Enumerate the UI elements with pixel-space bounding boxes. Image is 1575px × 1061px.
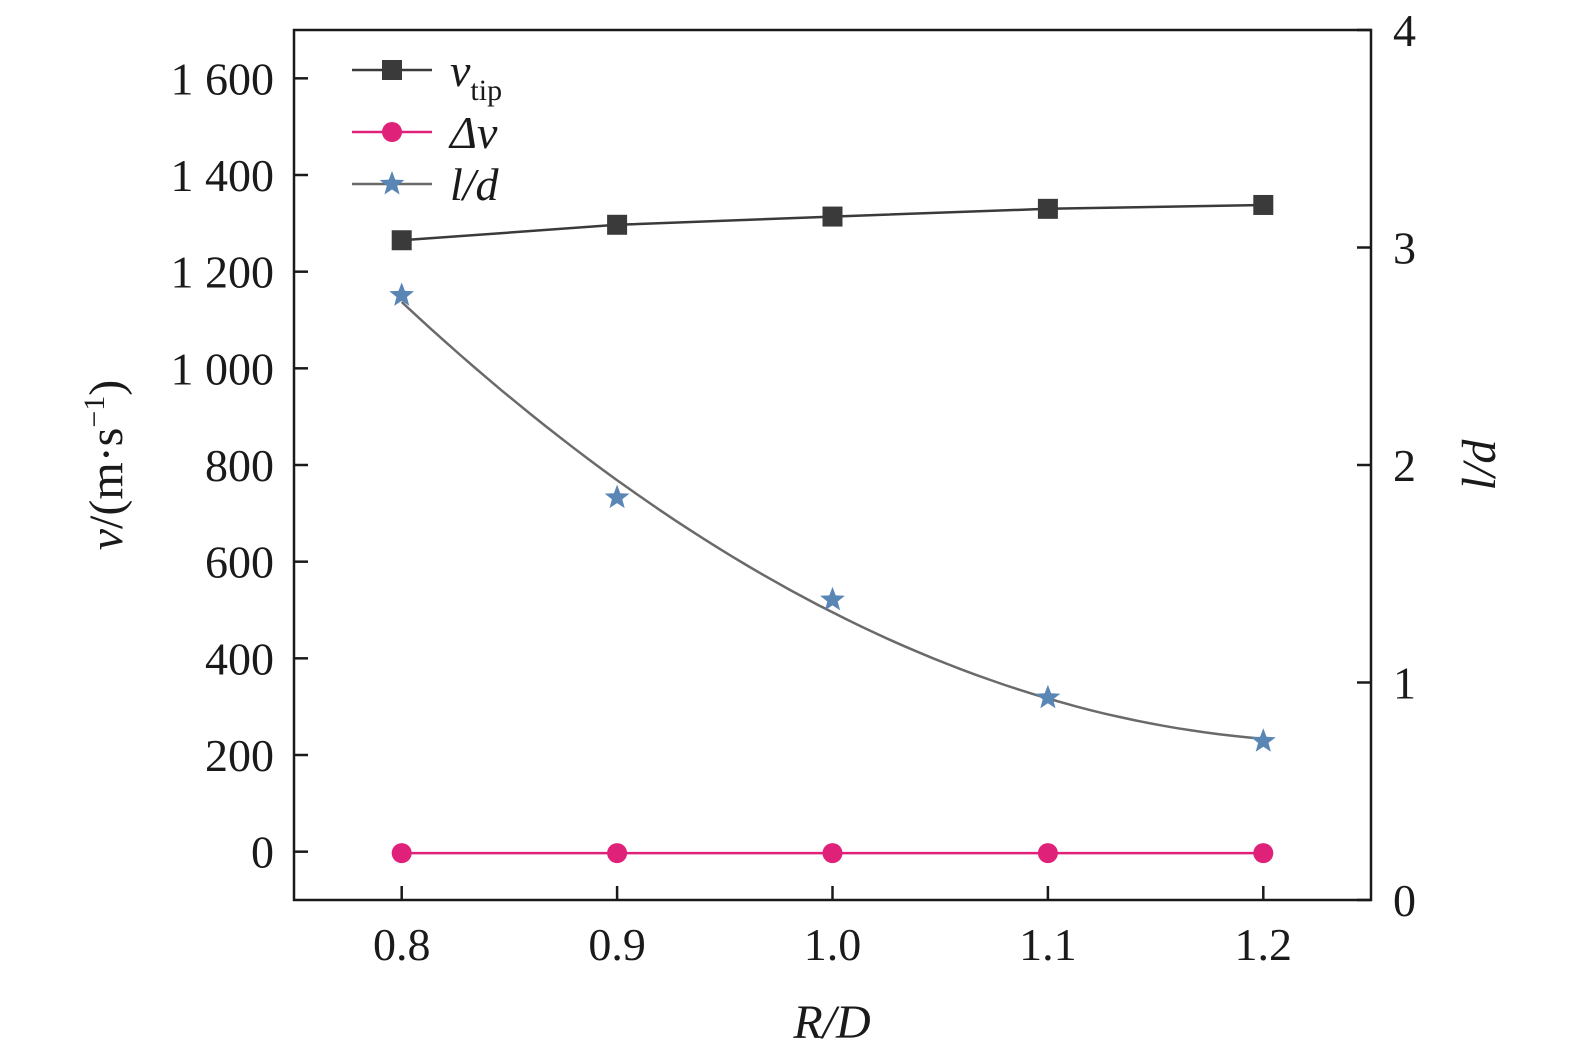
left-axis-unit: /(m·s <box>80 428 133 529</box>
series-1-point <box>1253 843 1274 864</box>
left-axis-title: v/(m·s−1) <box>78 380 133 551</box>
series-lines <box>400 203 1264 855</box>
series-0-point <box>607 214 628 235</box>
series-marks <box>389 194 1276 864</box>
right-axis-title: l/d <box>1453 439 1506 491</box>
left-axis-unit-close: ) <box>80 380 133 396</box>
x-axis-title: R/D <box>792 996 870 1049</box>
series-0-point <box>1253 194 1274 215</box>
left-y-tick-label: 1 200 <box>171 247 275 298</box>
series-2-point <box>1250 728 1276 752</box>
x-tick-label: 1.0 <box>804 919 862 970</box>
left-y-tick-label: 1 400 <box>171 150 275 201</box>
legend-label-2: l/d <box>450 159 500 210</box>
series-1-point <box>607 843 628 864</box>
legend-label-1: Δv <box>448 107 498 158</box>
left-y-tick-label: 0 <box>251 827 274 878</box>
right-y-tick-label: 1 <box>1393 658 1416 709</box>
series-2-point <box>604 484 630 509</box>
left-y-tick-label: 800 <box>205 440 274 491</box>
left-y-tick-label: 400 <box>205 633 274 684</box>
left-y-tick-label: 1 600 <box>171 53 275 104</box>
right-y-tick-label: 2 <box>1393 440 1416 491</box>
series-2-point <box>820 586 845 611</box>
series-line-2 <box>400 301 1264 740</box>
series-2-point <box>1035 684 1061 709</box>
legend-label-0: vtip <box>450 45 502 107</box>
right-y-tick-label: 3 <box>1393 223 1416 274</box>
x-tick-label: 1.1 <box>1019 919 1077 970</box>
x-tick-label: 1.2 <box>1235 919 1293 970</box>
right-y-tick-label: 0 <box>1393 875 1416 926</box>
series-1-point <box>1037 843 1058 864</box>
series-2-point <box>389 282 415 306</box>
series-0-point <box>391 230 412 251</box>
left-y-tick-label: 1 000 <box>171 343 275 394</box>
series-0-point <box>1037 198 1058 219</box>
series-1-point <box>391 843 412 864</box>
legend-marker-0 <box>382 60 402 80</box>
left-y-tick-label: 200 <box>205 730 274 781</box>
x-tick-label: 0.8 <box>373 919 431 970</box>
left-axis-unit-exp: −1 <box>78 396 111 428</box>
left-y-tick-label: 600 <box>205 537 274 588</box>
legend-marker-2 <box>379 171 405 195</box>
series-0-point <box>822 206 843 227</box>
legend-marker-1 <box>382 122 402 142</box>
left-axis-var: v <box>80 528 133 550</box>
right-y-tick-label: 4 <box>1393 5 1416 56</box>
series-1-point <box>822 843 843 864</box>
ticks: 0.8 0.9 1.0 1.1 1.2 0 200 400 600 800 1 000 1 200 1 … <box>171 5 1417 970</box>
x-tick-label: 0.9 <box>588 919 646 970</box>
